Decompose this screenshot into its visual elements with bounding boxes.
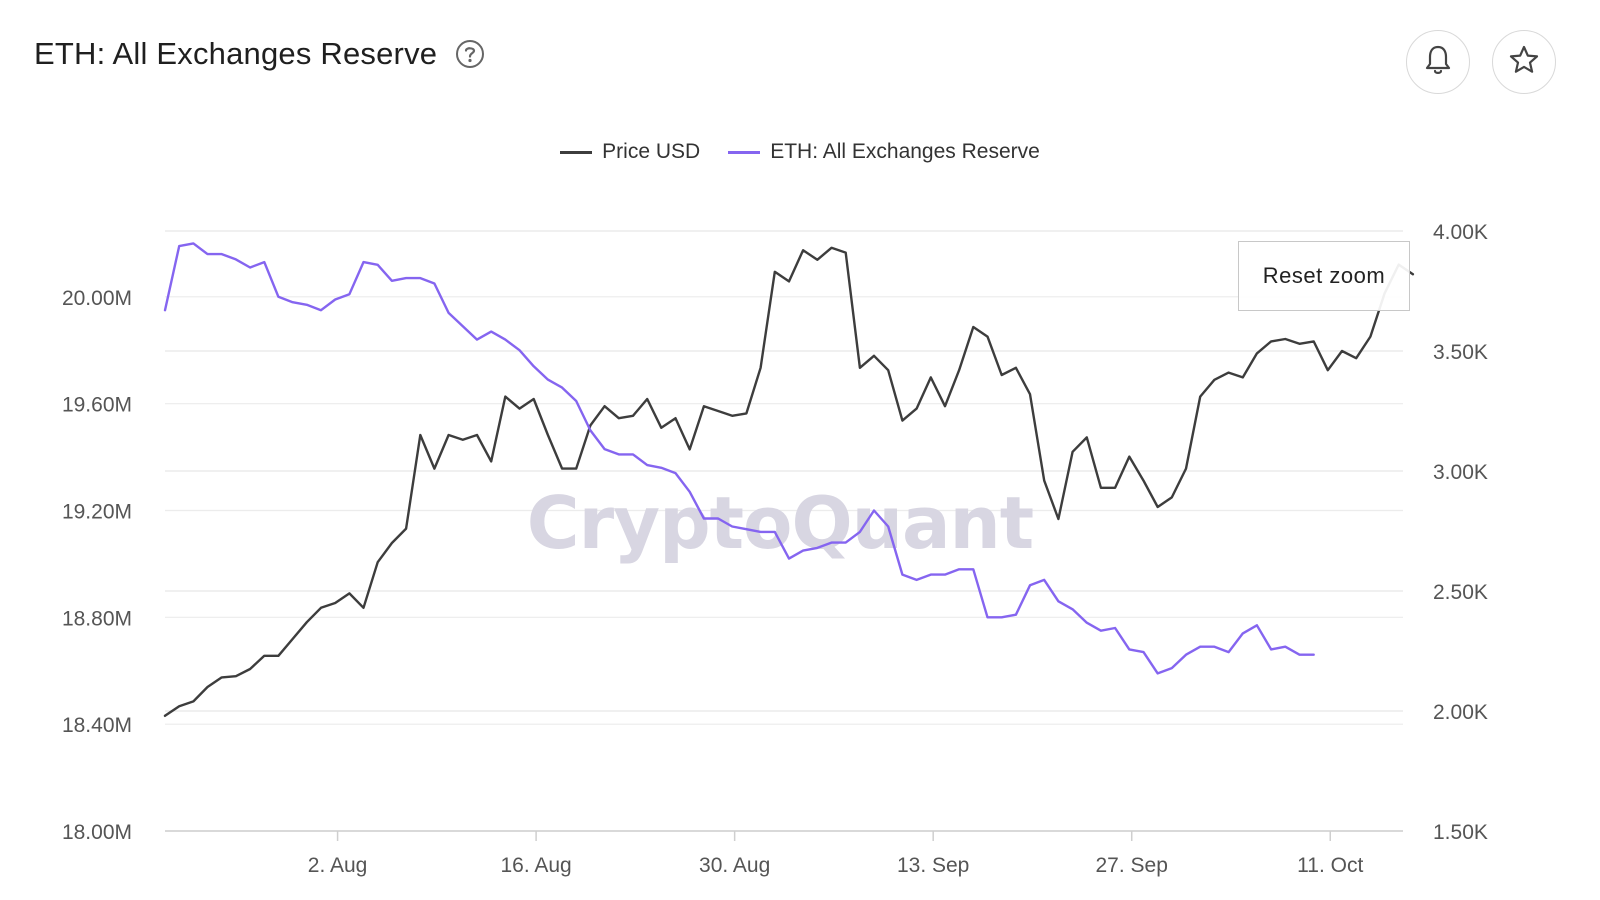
x-tick-label-3: 13. Sep [897,854,969,877]
y-left-tick-label-1: 18.40M [62,714,132,737]
star-icon [1508,44,1540,81]
x-tick-label-0: 2. Aug [308,854,368,877]
watermark-text: CryptoQuant [527,481,1033,565]
legend-item-reserve[interactable]: ETH: All Exchanges Reserve [728,140,1040,164]
help-circle-icon[interactable] [455,39,485,69]
y-left-tick-label-0: 18.00M [62,821,132,844]
y-right-tick-label-1: 2.00K [1433,701,1488,724]
legend-label-price: Price USD [602,140,701,163]
bell-icon [1423,44,1453,81]
x-tick-label-2: 30. Aug [699,854,770,877]
y-right-tick-label-3: 3.00K [1433,461,1488,484]
page-title: ETH: All Exchanges Reserve [34,36,438,71]
y-right-tick-label-2: 2.50K [1433,581,1488,604]
y-left-tick-label-2: 18.80M [62,607,132,630]
y-right-tick-label-4: 3.50K [1433,341,1488,364]
y-right-tick-label-0: 1.50K [1433,821,1488,844]
legend-swatch-reserve [728,150,761,154]
y-left-tick-label-3: 19.20M [62,501,132,524]
chart-actions [1406,30,1556,94]
legend-item-price[interactable]: Price USD [560,140,700,164]
chart-legend: Price USD ETH: All Exchanges Reserve [0,140,1600,164]
x-tick-label-4: 27. Sep [1096,854,1168,877]
favorite-button[interactable] [1492,30,1556,94]
legend-label-reserve: ETH: All Exchanges Reserve [770,140,1040,163]
y-left-tick-label-4: 19.60M [62,394,132,417]
x-tick-label-1: 16. Aug [500,854,571,877]
y-left-tick-label-5: 20.00M [62,287,132,310]
series-line-0 [163,246,1415,717]
alert-button[interactable] [1406,30,1470,94]
legend-swatch-price [560,150,593,154]
chart-header: ETH: All Exchanges Reserve [34,36,485,72]
x-tick-label-5: 11. Oct [1297,854,1363,877]
reset-zoom-button[interactable]: Reset zoom [1238,241,1410,311]
series-line-1 [163,242,1315,675]
y-right-tick-label-5: 4.00K [1433,221,1488,244]
